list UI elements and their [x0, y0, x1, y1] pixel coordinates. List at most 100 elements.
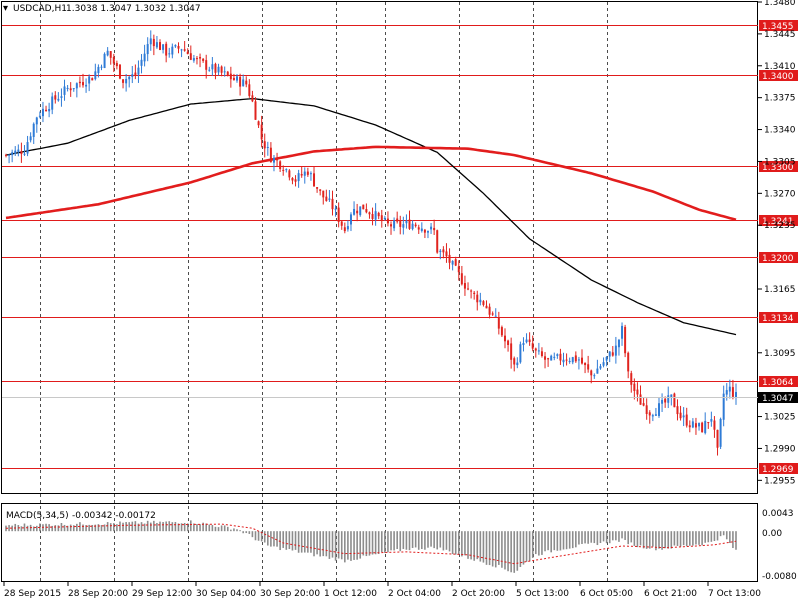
candle	[417, 224, 420, 234]
horizontal-levels[interactable]: 1.3455 1.3400 1.3300 1.3241 1.3200 1.3134 1.30…	[2, 20, 798, 475]
price-tick-label: 1.3445	[764, 30, 796, 40]
macd-histogram-bar	[146, 520, 149, 532]
time-tick-label: 5 Oct 13:00	[516, 589, 569, 599]
candle	[217, 63, 220, 76]
macd-histogram-bar	[405, 531, 408, 550]
candle	[291, 177, 294, 185]
ohlc-values: 1.3038 1.3047 1.3032 1.3047	[66, 4, 201, 14]
level-tag	[759, 70, 798, 81]
macd-histogram-bar	[66, 525, 69, 532]
candle	[580, 349, 583, 365]
macd-histogram-bar	[396, 531, 398, 549]
macd-histogram-bar	[190, 520, 192, 532]
candle	[180, 48, 183, 58]
price-tick-label: 1.3025	[764, 413, 796, 423]
candle	[599, 363, 602, 370]
candle	[534, 347, 537, 358]
time-axis: 28 Sep 2015 28 Sep 20:00 29 Sep 12:00 30 Se…	[3, 582, 761, 599]
candle	[584, 362, 587, 374]
macd-histogram-bar	[239, 530, 241, 532]
candle	[645, 398, 648, 420]
candle	[568, 357, 571, 364]
macd-histogram-bar	[307, 531, 309, 553]
candle	[66, 85, 69, 92]
macd-histogram-bar	[430, 531, 432, 547]
macd-histogram-bar	[716, 531, 719, 541]
candle	[269, 142, 272, 163]
candle	[91, 77, 94, 81]
time-tick-label: 6 Oct 21:00	[644, 589, 697, 599]
candle	[414, 222, 417, 228]
macd-histogram-bar	[313, 531, 315, 557]
symbol-dropdown-icon[interactable]: ▾	[3, 3, 8, 14]
candle	[661, 393, 664, 412]
macd-histogram-bar	[599, 531, 602, 544]
candle	[26, 135, 29, 157]
fast-moving-average	[5, 97, 737, 336]
candle	[396, 211, 399, 224]
macd-histogram-bar	[618, 531, 620, 542]
macd-histogram-bar	[137, 523, 140, 532]
candle	[433, 219, 436, 235]
macd-histogram-bar	[445, 531, 448, 550]
candle	[621, 322, 624, 346]
candle	[313, 166, 316, 187]
macd-histogram-bar	[467, 531, 469, 559]
candle	[214, 62, 217, 80]
candle	[279, 160, 282, 173]
macd-histogram-bar	[220, 525, 223, 532]
candle	[577, 356, 580, 370]
candle	[103, 52, 106, 69]
candle	[282, 165, 285, 176]
candle	[550, 354, 553, 361]
macd-histogram-bar	[202, 522, 204, 532]
candle	[29, 132, 32, 143]
macd-histogram-bar	[547, 531, 549, 551]
macd-histogram-bar	[658, 531, 660, 549]
candle	[146, 37, 149, 62]
candle	[507, 339, 510, 352]
level-tag	[759, 312, 798, 323]
macd-histogram-bar	[648, 531, 651, 549]
macd-histogram-bar	[374, 531, 377, 555]
candle	[168, 47, 171, 58]
macd-histogram-bar	[402, 531, 405, 549]
macd-histogram-bar	[310, 531, 312, 553]
macd-histogram-bar	[85, 525, 87, 532]
macd-histogram-bar	[534, 531, 537, 555]
candle	[688, 420, 691, 433]
candle	[704, 412, 707, 435]
candle	[479, 292, 482, 306]
candle	[368, 211, 371, 219]
macd-histogram-bar	[263, 531, 266, 543]
candle	[106, 47, 109, 57]
macd-histogram-bar	[479, 531, 482, 562]
macd-scale-top: 0.0043	[762, 509, 794, 519]
candle	[57, 92, 60, 102]
level-label: 1.3200	[762, 254, 794, 264]
candle	[571, 356, 574, 365]
macd-histogram-bar	[642, 531, 645, 549]
macd-histogram-bar	[113, 523, 115, 532]
candle	[165, 41, 168, 63]
candlesticks	[5, 30, 737, 456]
macd-histogram-bar	[516, 531, 519, 571]
macd-histogram-bar	[664, 531, 666, 549]
candle	[393, 217, 396, 232]
macd-histogram-bar	[165, 521, 167, 532]
candle	[430, 222, 433, 234]
candle	[510, 337, 513, 369]
level-label: 1.2969	[762, 465, 794, 475]
macd-histogram-bar	[153, 520, 155, 532]
macd-histogram-bar	[448, 531, 451, 552]
macd-histogram-bar	[408, 531, 411, 551]
level-label: 1.3241	[762, 217, 794, 227]
candle	[559, 348, 562, 365]
macd-histogram-bar	[143, 523, 146, 532]
macd-histogram-bar	[504, 531, 506, 570]
candle	[605, 356, 608, 367]
macd-histogram-bar	[214, 526, 217, 532]
candle	[199, 53, 202, 68]
price-tick-label: 1.3375	[764, 94, 796, 104]
